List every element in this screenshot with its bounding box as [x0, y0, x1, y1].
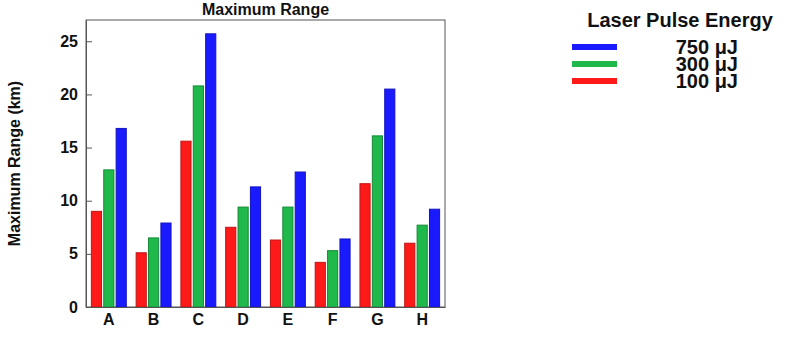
bar: [405, 243, 415, 307]
y-tick-label: 25: [60, 33, 78, 50]
x-axis-line: [87, 307, 446, 308]
y-tick-mark: [86, 148, 92, 149]
x-tick: C: [193, 311, 205, 328]
bar: [340, 239, 350, 307]
legend-swatch: [572, 44, 617, 50]
x-tick-label: F: [328, 311, 338, 328]
x-tick-label: E: [283, 311, 294, 328]
y-tick-label: 5: [69, 245, 78, 262]
bars: [91, 34, 439, 307]
x-tick: E: [283, 311, 294, 328]
legend-swatch: [572, 61, 617, 67]
x-tick-label: G: [371, 311, 383, 328]
y-tick: 15: [60, 139, 92, 156]
bar: [250, 187, 260, 307]
bar: [417, 225, 427, 307]
y-tick-label: 0: [69, 299, 78, 316]
y-axis-title: Maximum Range (km): [6, 81, 23, 246]
bar: [206, 34, 216, 307]
y-tick-mark: [86, 41, 92, 42]
bar: [315, 262, 325, 307]
bar: [360, 184, 370, 307]
x-tick: G: [371, 311, 383, 328]
chart: 0 5 10 15 20 25 A B C D E F G H Maximum Range Maximum R…: [0, 0, 800, 342]
bar: [385, 89, 395, 307]
bar: [295, 172, 305, 307]
y-tick-mark: [86, 201, 92, 202]
bar: [372, 136, 382, 307]
y-tick: 5: [69, 245, 92, 262]
x-tick: A: [103, 311, 115, 328]
y-tick-label: 10: [60, 192, 78, 209]
x-tick-label: B: [148, 311, 160, 328]
bar: [328, 251, 338, 307]
legend-swatch: [572, 78, 617, 84]
bar: [283, 207, 293, 307]
bar: [91, 211, 101, 307]
x-tick: F: [328, 311, 338, 328]
bar: [116, 128, 126, 307]
legend-title: Laser Pulse Energy: [587, 9, 774, 31]
bar: [193, 86, 203, 307]
y-tick-mark: [86, 254, 92, 255]
plot-frame: [86, 20, 445, 307]
title: Maximum Range: [202, 1, 329, 18]
bar: [270, 240, 280, 307]
y-tick-mark: [86, 94, 92, 95]
y-tick: 20: [60, 86, 92, 103]
x-tick-label: D: [237, 311, 249, 328]
legend: Laser Pulse Energy750 μJ300 μJ100 μJ: [572, 9, 774, 92]
y-axis-line: [86, 21, 87, 308]
x-tick-label: A: [103, 311, 115, 328]
x-tick-label: C: [193, 311, 205, 328]
y-tick: 10: [60, 192, 92, 209]
y-tick: 25: [60, 33, 92, 50]
x-tick: D: [237, 311, 249, 328]
bar: [226, 227, 236, 307]
y-tick-label: 15: [60, 139, 78, 156]
y-axis: 0 5 10 15 20 25: [60, 21, 92, 316]
bar: [181, 141, 191, 307]
bar: [161, 223, 171, 307]
bar: [238, 207, 248, 307]
bar: [104, 170, 114, 307]
x-tick-label: H: [416, 311, 428, 328]
x-tick: B: [148, 311, 160, 328]
y-tick-label: 20: [60, 86, 78, 103]
legend-label: 100 μJ: [676, 70, 738, 92]
x-axis: A B C D E F G H: [87, 308, 446, 329]
bar: [429, 209, 439, 307]
x-tick: H: [416, 311, 428, 328]
bar: [149, 238, 159, 307]
bar: [136, 253, 146, 307]
